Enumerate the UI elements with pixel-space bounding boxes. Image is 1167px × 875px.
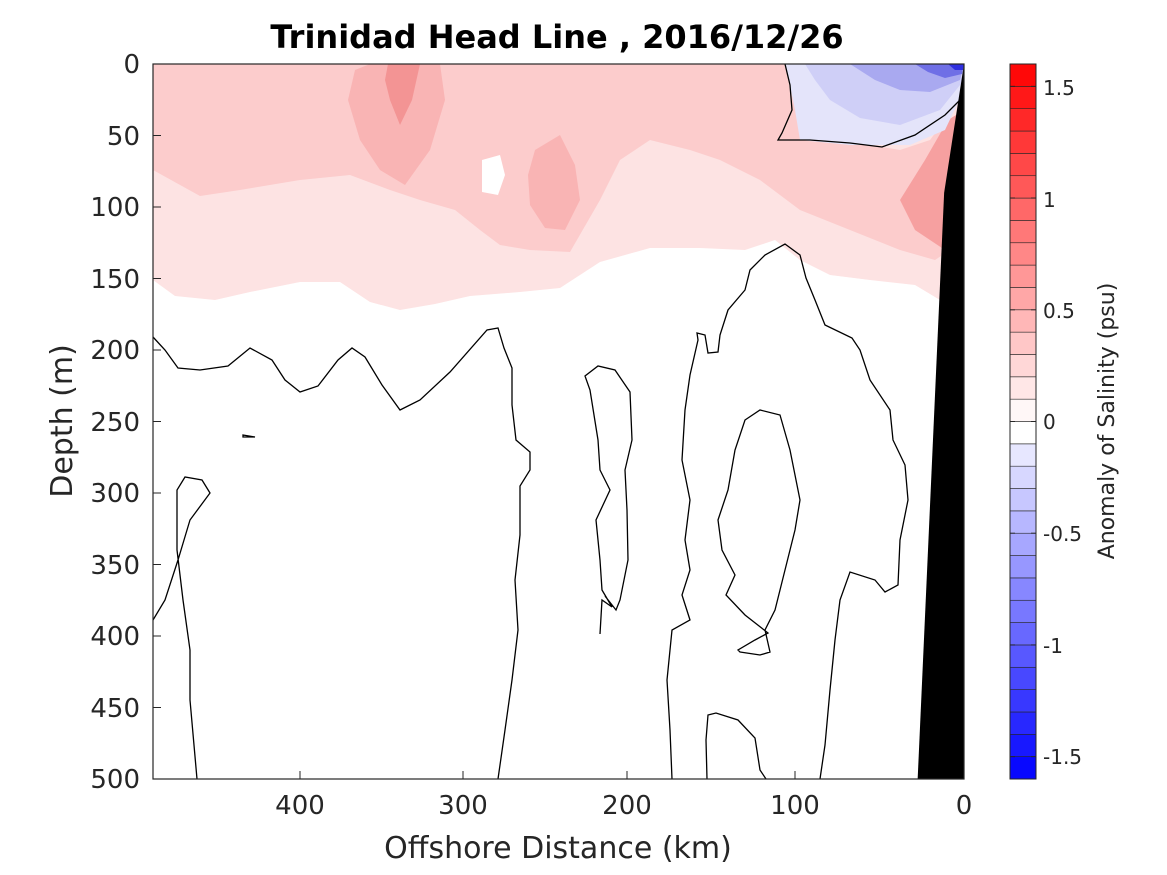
anomaly-fill-region: [528, 135, 580, 230]
colorbar-step: [1009, 577, 1037, 601]
colorbar-step: [1009, 398, 1037, 422]
colorbar-step: [1009, 309, 1037, 333]
colorbar-step: [1009, 734, 1037, 757]
zero-contour-line: [242, 434, 256, 438]
y-tick-label: 0: [123, 50, 140, 80]
colorbar-step: [1009, 376, 1037, 400]
colorbar-step: [1009, 465, 1037, 489]
zero-contour-line: [717, 409, 801, 656]
colorbar-step: [1009, 86, 1037, 109]
colorbar-tick-label: -0.5: [1043, 522, 1082, 546]
zero-contour-line: [705, 712, 767, 779]
zero-contour-line: [153, 327, 531, 779]
colorbar-tick-label: 0: [1043, 410, 1056, 434]
colorbar-step: [1009, 130, 1037, 154]
colorbar-step: [1009, 666, 1037, 690]
colorbar-step: [1009, 153, 1037, 177]
colorbar-step: [1009, 443, 1037, 467]
x-tick-label: 300: [438, 791, 488, 821]
colorbar-step: [1009, 242, 1037, 266]
anomaly-fill-region: [348, 64, 445, 185]
colorbar-step: [1009, 644, 1037, 668]
colorbar-tick-label: -1: [1043, 634, 1063, 658]
colorbar-step: [1009, 689, 1037, 713]
anomaly-fill-region: [915, 64, 964, 78]
x-tick-label: 200: [602, 791, 652, 821]
x-tick-label: 100: [770, 791, 820, 821]
colorbar-step: [1009, 421, 1037, 445]
y-tick-label: 400: [90, 622, 140, 652]
chart-title: Trinidad Head Line , 2016/12/26: [270, 18, 843, 56]
x-tick-label: 0: [956, 791, 973, 821]
y-axis-label: Depth (m): [45, 344, 80, 498]
anomaly-fill-layer: [153, 64, 964, 330]
colorbar-step: [1009, 622, 1037, 646]
colorbar-step: [1009, 287, 1037, 311]
anomaly-fill-region: [948, 64, 964, 70]
colorbar-step: [1009, 175, 1037, 199]
colorbar-step: [1009, 488, 1037, 512]
colorbar-step: [1009, 555, 1037, 579]
colorbar: 1.5 1 0.5 0 -0.5 -1 -1.5 Anomaly of Sali…: [1009, 63, 1120, 780]
colorbar-step: [1009, 220, 1037, 244]
colorbar-step: [1009, 599, 1037, 623]
colorbar-label: Anomaly of Salinity (psu): [1095, 283, 1120, 560]
zero-contour-line: [153, 476, 211, 779]
colorbar-step: [1009, 264, 1037, 288]
colorbar-tick-label: 1: [1043, 188, 1056, 212]
y-tick-label: 50: [107, 122, 140, 152]
bathymetry-mask: [917, 64, 964, 779]
x-axis-label: Offshore Distance (km): [384, 831, 732, 866]
colorbar-step: [1009, 63, 1037, 87]
colorbar-step: [1009, 510, 1037, 534]
y-tick-label: 350: [90, 551, 140, 581]
anomaly-fill-region: [385, 64, 420, 125]
plot-area: [152, 63, 965, 780]
colorbar-step: [1009, 197, 1037, 221]
x-tick-label: 400: [275, 791, 325, 821]
y-tick-label: 250: [90, 408, 140, 438]
x-axis: 400 300 200 100 0 Offshore Distance (km): [275, 771, 972, 866]
colorbar-tick-label: -1.5: [1043, 745, 1082, 769]
zero-contour-line: [776, 64, 961, 148]
colorbar-step: [1009, 108, 1037, 132]
y-tick-label: 100: [90, 193, 140, 223]
y-tick-label: 200: [90, 336, 140, 366]
colorbar-step: [1009, 756, 1037, 780]
y-tick-label: 300: [90, 479, 140, 509]
zero-contour-line: [666, 243, 909, 779]
colorbar-tick-label: 0.5: [1043, 299, 1075, 323]
y-tick-label: 150: [90, 265, 140, 295]
y-tick-label: 500: [90, 765, 140, 795]
y-tick-label: 450: [90, 694, 140, 724]
zero-contour-line: [584, 365, 633, 635]
colorbar-tick-label: 1.5: [1043, 76, 1075, 100]
colorbar-step: [1009, 532, 1037, 556]
colorbar-step: [1009, 711, 1037, 735]
colorbar-step: [1009, 354, 1037, 378]
colorbar-step: [1009, 331, 1037, 355]
colorbar-scale: [1009, 63, 1037, 780]
anomaly-fill-region: [482, 155, 505, 195]
y-axis: 0 50 100 150 200 250 300 350 400 450 500…: [45, 50, 161, 795]
zero-contour-layer: [153, 64, 961, 779]
